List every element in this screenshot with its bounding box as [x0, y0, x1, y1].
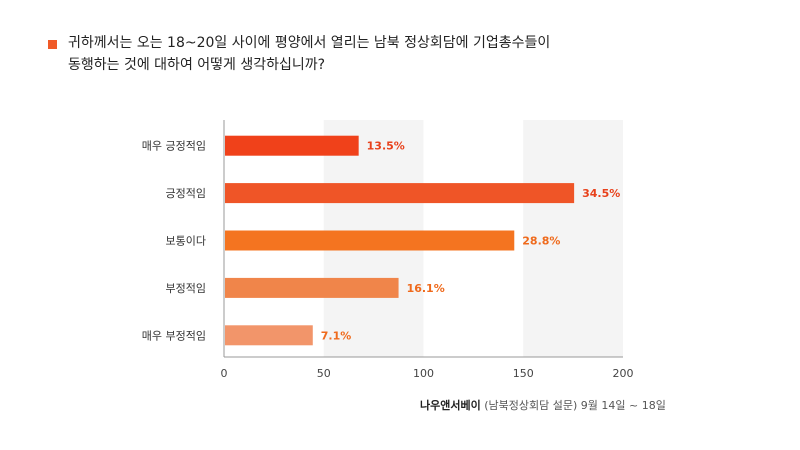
question-text: 귀하께서는 오는 18~20일 사이에 평양에서 열리는 남북 정상회담에 기업…	[68, 32, 550, 76]
data-label: 13.5%	[367, 140, 405, 153]
source-detail: (남북정상회담 설문) 9월 14일 ~ 18일	[484, 399, 666, 412]
category-label: 부정적임	[166, 282, 206, 295]
bar	[225, 277, 399, 298]
bar	[225, 230, 515, 251]
grid-band	[523, 120, 623, 357]
category-label: 매우 긍정적임	[142, 140, 206, 153]
x-tick-label: 200	[613, 367, 634, 380]
data-label: 7.1%	[321, 329, 352, 342]
data-label: 34.5%	[582, 187, 620, 200]
question-block: 귀하께서는 오는 18~20일 사이에 평양에서 열리는 남북 정상회담에 기업…	[48, 32, 608, 76]
data-label: 16.1%	[407, 282, 445, 295]
source-note: 나우앤서베이 (남북정상회담 설문) 9월 14일 ~ 18일	[420, 397, 666, 413]
question-bullet-icon	[48, 40, 57, 49]
x-tick-label: 50	[317, 367, 331, 380]
category-label: 긍정적임	[166, 187, 206, 200]
source-brand: 나우앤서베이	[420, 399, 481, 412]
x-tick-label: 100	[413, 367, 434, 380]
category-label: 보통이다	[166, 235, 206, 248]
x-tick-label: 150	[513, 367, 534, 380]
category-label: 매우 부정적임	[142, 329, 206, 342]
bar	[225, 135, 359, 156]
bar	[225, 325, 313, 346]
bar	[225, 183, 575, 204]
x-tick-label: 0	[221, 367, 228, 380]
data-label: 28.8%	[522, 235, 560, 248]
question-line-1: 귀하께서는 오는 18~20일 사이에 평양에서 열리는 남북 정상회담에 기업…	[68, 35, 551, 51]
question-line-2: 동행하는 것에 대하여 어떻게 생각하십니까?	[68, 57, 326, 73]
